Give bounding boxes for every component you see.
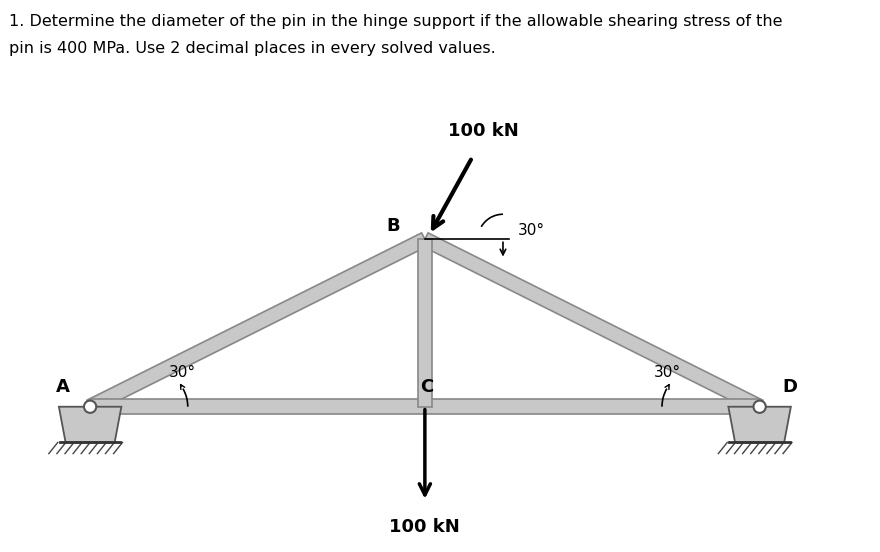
Polygon shape <box>59 407 121 443</box>
Text: pin is 400 MPa. Use 2 decimal places in every solved values.: pin is 400 MPa. Use 2 decimal places in … <box>9 41 495 56</box>
Circle shape <box>753 401 766 413</box>
Text: 100 kN: 100 kN <box>390 518 460 537</box>
Text: A: A <box>56 378 70 396</box>
Polygon shape <box>422 233 763 413</box>
Polygon shape <box>729 407 791 443</box>
Polygon shape <box>90 400 759 414</box>
Text: 30°: 30° <box>517 223 545 238</box>
Text: 30°: 30° <box>169 365 196 380</box>
Text: 100 kN: 100 kN <box>448 123 519 140</box>
Polygon shape <box>87 233 428 413</box>
Text: B: B <box>386 217 400 235</box>
Text: D: D <box>782 378 797 396</box>
Text: 30°: 30° <box>654 365 680 380</box>
Text: 1. Determine the diameter of the pin in the hinge support if the allowable shear: 1. Determine the diameter of the pin in … <box>9 14 782 29</box>
Text: C: C <box>421 378 434 396</box>
Polygon shape <box>418 240 432 407</box>
Circle shape <box>84 401 96 413</box>
